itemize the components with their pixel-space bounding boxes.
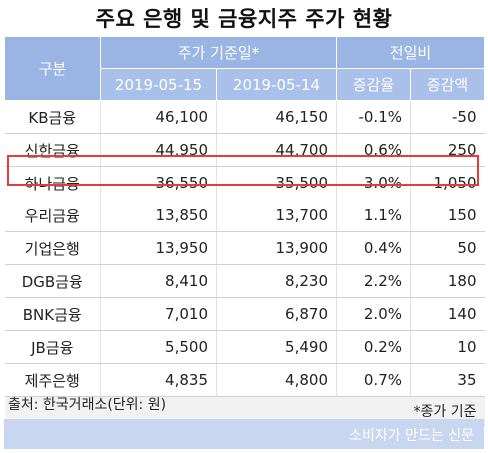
row-name: 하나금융 bbox=[24, 174, 80, 193]
row-change-rate: 0.6% bbox=[336, 133, 411, 167]
row-price-date2: 46,150 bbox=[216, 100, 337, 134]
row-change-rate: 2.2% bbox=[336, 264, 411, 298]
row-price-date1: 5,500 bbox=[100, 330, 217, 364]
row-change-amount: 35 bbox=[410, 363, 485, 397]
brand-tagline: 소비자가 만드는 신문 bbox=[349, 428, 474, 444]
row-name: 신한금융 bbox=[4, 133, 101, 167]
stock-price-table: 구분 주가 기준일* 전일비 2019-05-15 2019-05-14 증감율… bbox=[4, 36, 485, 426]
source-note: 출처: 한국거래소(단위: 원) bbox=[8, 397, 167, 413]
row-price-date1: 46,100 bbox=[100, 100, 217, 134]
row-price-date1: 13,950 bbox=[100, 231, 217, 265]
row-price-date1: 44,950 bbox=[100, 133, 217, 167]
row-name: 제주은행 bbox=[4, 363, 101, 397]
table-row: BNK금융 7,010 6,870 2.0% 140 bbox=[4, 297, 485, 331]
table-row-highlighted: 하나금융 36,550 35,500 3.0% 1,050 bbox=[5, 166, 485, 199]
row-change-rate: 3.0% bbox=[336, 166, 411, 199]
table-row: 기업은행 13,950 13,900 0.4% 50 bbox=[4, 231, 485, 265]
row-name: 우리금융 bbox=[4, 199, 101, 232]
row-change-rate: 0.4% bbox=[336, 231, 411, 265]
table-row: 우리금융 13,850 13,700 1.1% 150 bbox=[4, 199, 485, 232]
row-name: 기업은행 bbox=[4, 231, 101, 265]
row-price-date2: 35,500 bbox=[216, 166, 337, 199]
row-change-rate: 2.0% bbox=[336, 297, 411, 331]
row-change-amount: 180 bbox=[410, 264, 485, 298]
row-change-amount: 50 bbox=[410, 231, 485, 265]
row-change-amount: 10 bbox=[410, 330, 485, 364]
row-price-date1: 8,410 bbox=[100, 264, 217, 298]
page-title: 주요 은행 및 금융지주 주가 현황 bbox=[95, 7, 393, 31]
table-row: KB금융 46,100 46,150 -0.1% -50 bbox=[4, 100, 485, 134]
table-row: DGB금융 8,410 8,230 2.2% 180 bbox=[4, 264, 485, 298]
row-change-rate: -0.1% bbox=[336, 100, 411, 134]
row-price-date2: 4,800 bbox=[216, 363, 337, 397]
row-price-date2: 13,900 bbox=[216, 231, 337, 265]
row-change-amount: 250 bbox=[410, 133, 485, 167]
table-row: JB금융 5,500 5,490 0.2% 10 bbox=[4, 330, 485, 364]
header-change-rate: 증감율 bbox=[336, 68, 411, 101]
header-date-2: 2019-05-14 bbox=[216, 68, 337, 101]
header-day-change: 전일비 bbox=[336, 36, 485, 69]
row-price-date1: 13,850 bbox=[100, 199, 217, 232]
row-name: KB금융 bbox=[4, 100, 101, 134]
row-price-date1: 4,835 bbox=[100, 363, 217, 397]
row-name: DGB금융 bbox=[4, 264, 101, 298]
row-price-date2: 8,230 bbox=[216, 264, 337, 298]
row-price-date2: 6,870 bbox=[216, 297, 337, 331]
header-price-date: 주가 기준일* bbox=[100, 36, 337, 69]
row-price-date2: 13,700 bbox=[216, 199, 337, 232]
table-row: 신한금융 44,950 44,700 0.6% 250 bbox=[4, 133, 485, 167]
row-change-amount: 150 bbox=[410, 199, 485, 232]
header-category: 구분 bbox=[4, 36, 101, 101]
row-change-rate: 0.2% bbox=[336, 330, 411, 364]
row-price-date2: 5,490 bbox=[216, 330, 337, 364]
row-change-amount: 140 bbox=[410, 297, 485, 331]
row-change-rate: 0.7% bbox=[336, 363, 411, 397]
row-change-amount: 1,050 bbox=[410, 166, 485, 199]
header-date-1: 2019-05-15 bbox=[100, 68, 217, 101]
table-row: 제주은행 4,835 4,800 0.7% 35 bbox=[4, 363, 485, 397]
row-price-date1: 7,010 bbox=[100, 297, 217, 331]
row-name: BNK금융 bbox=[4, 297, 101, 331]
row-name: JB금융 bbox=[4, 330, 101, 364]
footer-bar: 소비자가 만드는 신문 bbox=[4, 419, 484, 449]
row-change-rate: 1.1% bbox=[336, 199, 411, 232]
row-price-date2: 44,700 bbox=[216, 133, 337, 167]
row-change-amount: -50 bbox=[410, 100, 485, 134]
row-price-date1: 36,550 bbox=[100, 166, 217, 199]
header-change-amount: 증감액 bbox=[410, 68, 485, 101]
